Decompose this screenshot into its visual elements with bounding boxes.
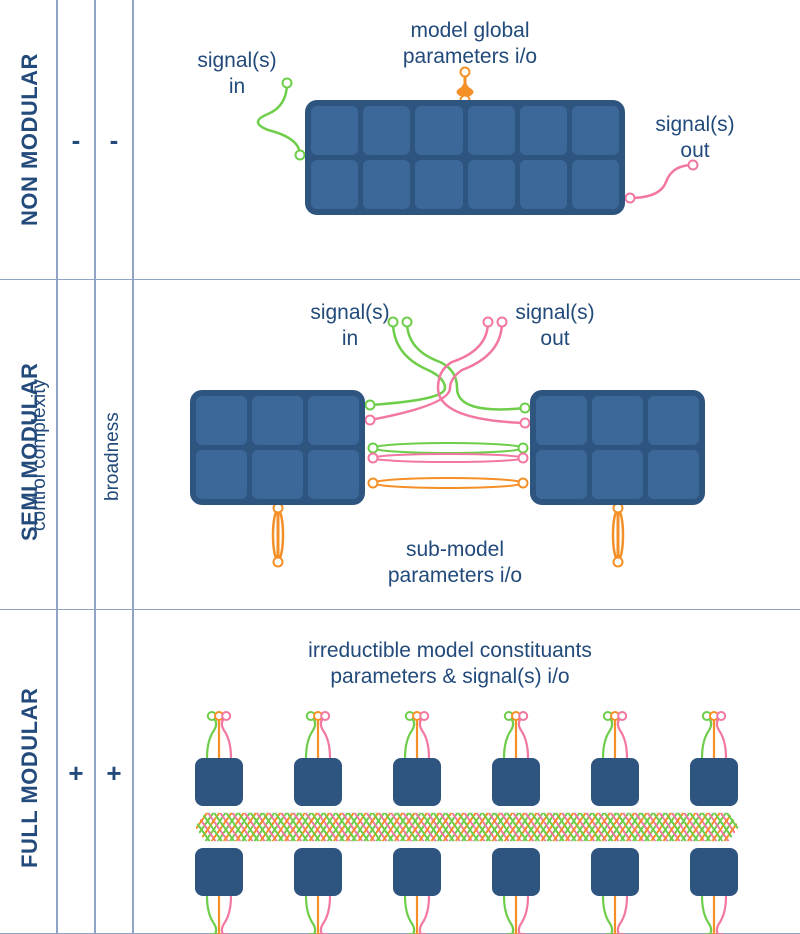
constituent-block [591, 758, 639, 806]
constituent-block [492, 758, 540, 806]
row-non-modular: NON MODULAR - - signal(s) in model globa… [0, 0, 800, 280]
constituent-block [492, 848, 540, 896]
cell [572, 106, 619, 155]
constituent-block [393, 758, 441, 806]
cell [536, 450, 587, 499]
cell [468, 160, 515, 209]
cell [592, 396, 643, 445]
constituent-block [393, 848, 441, 896]
constituent-block [591, 848, 639, 896]
constituent-block [294, 758, 342, 806]
cell [592, 450, 643, 499]
row-semi-modular: SEMI MODULAR control complexity broadnes… [0, 280, 800, 610]
cell [311, 160, 358, 209]
block-semi-right [530, 390, 705, 505]
cell [520, 160, 567, 209]
cell [311, 106, 358, 155]
row-full-modular: FULL MODULAR + + irreductible model cons… [0, 610, 800, 934]
cell [363, 160, 410, 209]
cell [415, 106, 462, 155]
cell [252, 396, 303, 445]
cell [363, 106, 410, 155]
block-non-modular [305, 100, 625, 215]
cell [415, 160, 462, 209]
constituent-block [690, 848, 738, 896]
cell [196, 450, 247, 499]
cell [196, 396, 247, 445]
block-semi-left [190, 390, 365, 505]
cell [468, 106, 515, 155]
cell [536, 396, 587, 445]
cell [648, 396, 699, 445]
cell [252, 450, 303, 499]
cell [520, 106, 567, 155]
cell [308, 450, 359, 499]
constituent-block [195, 758, 243, 806]
cell [572, 160, 619, 209]
cell [308, 396, 359, 445]
cell [648, 450, 699, 499]
constituent-block [294, 848, 342, 896]
constituent-block [195, 848, 243, 896]
constituent-block [690, 758, 738, 806]
